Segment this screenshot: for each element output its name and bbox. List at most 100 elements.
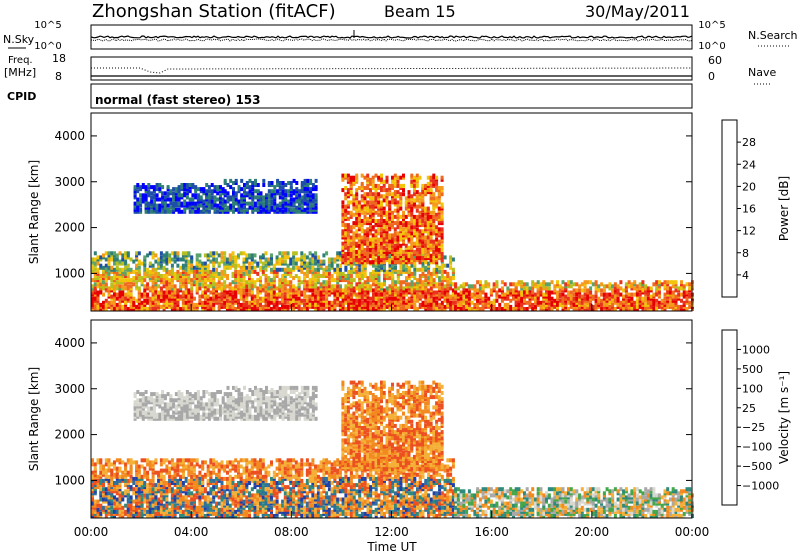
echo-cell <box>416 248 419 252</box>
echo-cell <box>622 288 625 292</box>
echo-cell <box>355 174 358 178</box>
echo-cell <box>226 299 229 303</box>
echo-cell <box>141 276 144 280</box>
echo-cell <box>633 301 636 305</box>
echo-cell <box>344 252 347 256</box>
echo-cell <box>386 248 389 252</box>
echo-cell <box>427 182 430 186</box>
echo-cell <box>526 307 529 311</box>
echo-cell <box>388 223 391 227</box>
echo-cell <box>251 262 254 266</box>
echo-cell <box>526 282 529 286</box>
echo-cell <box>410 213 413 217</box>
echo-cell <box>551 280 554 284</box>
echo-cell <box>215 274 218 278</box>
echo-cell <box>262 183 265 187</box>
echo-cell <box>200 204 203 208</box>
echo-cell <box>198 260 201 264</box>
echo-cell <box>116 258 119 262</box>
echo-cell <box>636 299 639 303</box>
echo-cell <box>512 282 515 286</box>
echo-cell <box>102 266 105 270</box>
echo-cell <box>380 221 383 225</box>
echo-cell <box>661 299 664 303</box>
echo-cell <box>215 258 218 262</box>
echo-cell <box>298 301 301 305</box>
echo-cell <box>157 262 160 266</box>
echo-cell <box>282 185 285 189</box>
echo-cell <box>432 223 435 227</box>
echo-cell <box>421 184 424 188</box>
echo-cell <box>243 299 246 303</box>
echo-cell <box>237 270 240 274</box>
echo-cell <box>573 293 576 297</box>
echo-cell <box>102 506 105 510</box>
echo-cell <box>314 255 317 259</box>
echo-cell <box>198 286 201 290</box>
echo-cell <box>361 227 364 231</box>
echo-cell <box>105 299 108 303</box>
echo-cell <box>523 307 526 311</box>
echo-cell <box>267 286 270 290</box>
echo-cell <box>284 295 287 299</box>
echo-cell <box>132 460 135 464</box>
echo-cell <box>306 179 309 183</box>
date-label: 30/May/2011 <box>585 2 690 21</box>
echo-cell <box>333 278 336 282</box>
echo-cell <box>419 248 422 252</box>
echo-cell <box>132 477 135 481</box>
echo-cell <box>256 299 259 303</box>
echo-cell <box>202 200 205 204</box>
echo-cell <box>531 307 534 311</box>
echo-cell <box>116 266 119 270</box>
echo-cell <box>304 179 307 183</box>
echo-cell <box>119 475 122 479</box>
echo-cell <box>130 479 133 483</box>
echo-cell <box>124 473 127 477</box>
echo-cell <box>240 187 243 191</box>
echo-cell <box>336 297 339 301</box>
echo-cell <box>303 284 306 288</box>
echo-cell <box>540 305 543 309</box>
echo-cell <box>495 299 498 303</box>
echo-cell <box>361 182 364 186</box>
echo-cell <box>509 305 512 309</box>
echo-cell <box>172 187 175 191</box>
echo-cell <box>271 206 274 210</box>
echo-cell <box>341 258 344 262</box>
echo-cell <box>119 479 122 483</box>
echo-cell <box>328 284 331 288</box>
echo-cell <box>366 217 369 221</box>
echo-cell <box>175 195 178 199</box>
echo-cell <box>254 299 257 303</box>
echo-cell <box>185 307 188 311</box>
echo-cell <box>432 215 435 219</box>
echo-cell <box>468 307 471 311</box>
echo-cell <box>254 195 257 199</box>
echo-cell <box>666 305 669 309</box>
echo-cell <box>413 276 416 280</box>
echo-cell <box>152 264 155 268</box>
freq-label-2: [MHz] <box>4 66 36 79</box>
echo-cell <box>639 282 642 286</box>
echo-cell <box>355 188 358 192</box>
echo-cell <box>234 264 237 268</box>
echo-cell <box>176 264 179 268</box>
echo-cell <box>175 202 178 206</box>
echo-cell <box>282 181 285 185</box>
echo-cell <box>116 458 119 462</box>
echo-cell <box>99 274 102 278</box>
echo-cell <box>232 251 235 255</box>
echo-cell <box>243 295 246 299</box>
echo-cell <box>388 200 391 204</box>
echo-cell <box>559 293 562 297</box>
echo-cell <box>353 278 356 282</box>
echo-cell <box>152 268 155 272</box>
echo-cell <box>223 301 226 305</box>
echo-cell <box>165 301 168 305</box>
echo-cell <box>424 266 427 270</box>
echo-cell <box>394 190 397 194</box>
echo-cell <box>331 278 334 282</box>
echo-cell <box>358 307 361 311</box>
